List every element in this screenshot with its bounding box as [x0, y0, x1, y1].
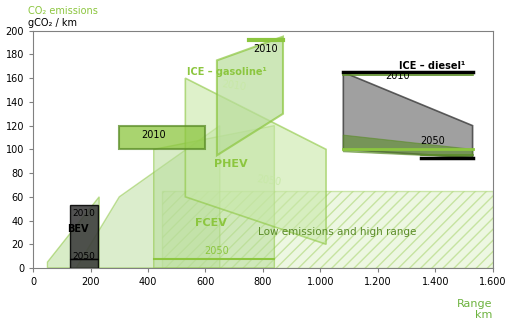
Text: 2050: 2050: [72, 252, 95, 261]
Text: CO₂ emissions: CO₂ emissions: [29, 7, 98, 16]
Polygon shape: [162, 191, 493, 268]
Polygon shape: [70, 205, 98, 258]
Polygon shape: [154, 126, 274, 268]
Text: ICE – diesel¹: ICE – diesel¹: [399, 61, 465, 71]
Text: BEV: BEV: [67, 224, 89, 234]
Polygon shape: [185, 78, 326, 244]
Polygon shape: [76, 126, 220, 268]
Polygon shape: [217, 37, 283, 155]
Text: 2050: 2050: [255, 174, 282, 187]
Polygon shape: [70, 258, 98, 268]
Text: Range
km: Range km: [457, 299, 493, 320]
Polygon shape: [119, 126, 205, 149]
Text: 2010: 2010: [141, 130, 166, 140]
Text: 2010: 2010: [386, 71, 410, 81]
Polygon shape: [48, 197, 99, 268]
Text: FCEV: FCEV: [195, 218, 227, 228]
Text: 2010: 2010: [72, 209, 95, 218]
Polygon shape: [344, 135, 473, 158]
Text: 2010: 2010: [253, 44, 278, 53]
Text: 2050: 2050: [205, 246, 229, 256]
Text: PHEV: PHEV: [215, 159, 248, 169]
Text: 2050: 2050: [420, 136, 445, 146]
Text: ICE – gasoline¹: ICE – gasoline¹: [187, 67, 267, 77]
Text: Low emissions and high range: Low emissions and high range: [259, 227, 417, 237]
Text: gCO₂ / km: gCO₂ / km: [29, 18, 77, 28]
Text: 2010: 2010: [221, 79, 247, 92]
Polygon shape: [344, 72, 473, 158]
